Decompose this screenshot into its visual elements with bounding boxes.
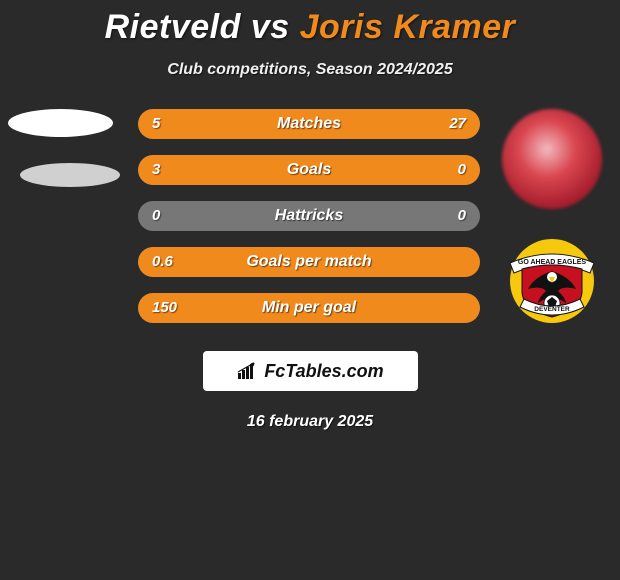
stat-row: 527Matches bbox=[138, 109, 480, 139]
svg-text:DEVENTER: DEVENTER bbox=[534, 306, 570, 313]
title-vs: vs bbox=[251, 8, 290, 46]
stat-row: 30Goals bbox=[138, 155, 480, 185]
player-left-avatar-block bbox=[8, 109, 120, 187]
bar-chart-icon bbox=[236, 362, 258, 380]
stat-label: Goals bbox=[138, 155, 480, 185]
stat-row: 0.6Goals per match bbox=[138, 247, 480, 277]
title-left: Rietveld bbox=[105, 8, 241, 46]
go-ahead-eagles-crest: GO AHEAD EAGLES DEVENTER bbox=[502, 237, 602, 325]
subtitle: Club competitions, Season 2024/2025 bbox=[0, 61, 620, 79]
title-right: Joris Kramer bbox=[300, 8, 516, 46]
player-left-placeholder-bottom bbox=[20, 163, 120, 187]
player-right-avatar-block: GO AHEAD EAGLES DEVENTER bbox=[502, 109, 602, 325]
page-title: Rietveld vs Joris Kramer bbox=[0, 8, 620, 47]
crest-icon: GO AHEAD EAGLES DEVENTER bbox=[502, 237, 602, 325]
stat-label: Hattricks bbox=[138, 201, 480, 231]
stat-row: 00Hattricks bbox=[138, 201, 480, 231]
player-right-photo bbox=[502, 109, 602, 209]
brand-text: FcTables.com bbox=[264, 361, 383, 382]
stat-label: Matches bbox=[138, 109, 480, 139]
stat-label: Min per goal bbox=[138, 293, 480, 323]
stat-rows: 527Matches 30Goals 00Hattricks 0.6Goals per… bbox=[138, 109, 480, 339]
player-left-placeholder-top bbox=[8, 109, 113, 137]
stat-label: Goals per match bbox=[138, 247, 480, 277]
stat-row: 150Min per goal bbox=[138, 293, 480, 323]
date-text: 16 february 2025 bbox=[0, 413, 620, 431]
footer: FcTables.com 16 february 2025 bbox=[0, 351, 620, 431]
comparison-card: Rietveld vs Joris Kramer Club competitio… bbox=[0, 0, 620, 431]
stats-area: GO AHEAD EAGLES DEVENTER 527Matc bbox=[0, 109, 620, 339]
brand-badge[interactable]: FcTables.com bbox=[203, 351, 418, 391]
